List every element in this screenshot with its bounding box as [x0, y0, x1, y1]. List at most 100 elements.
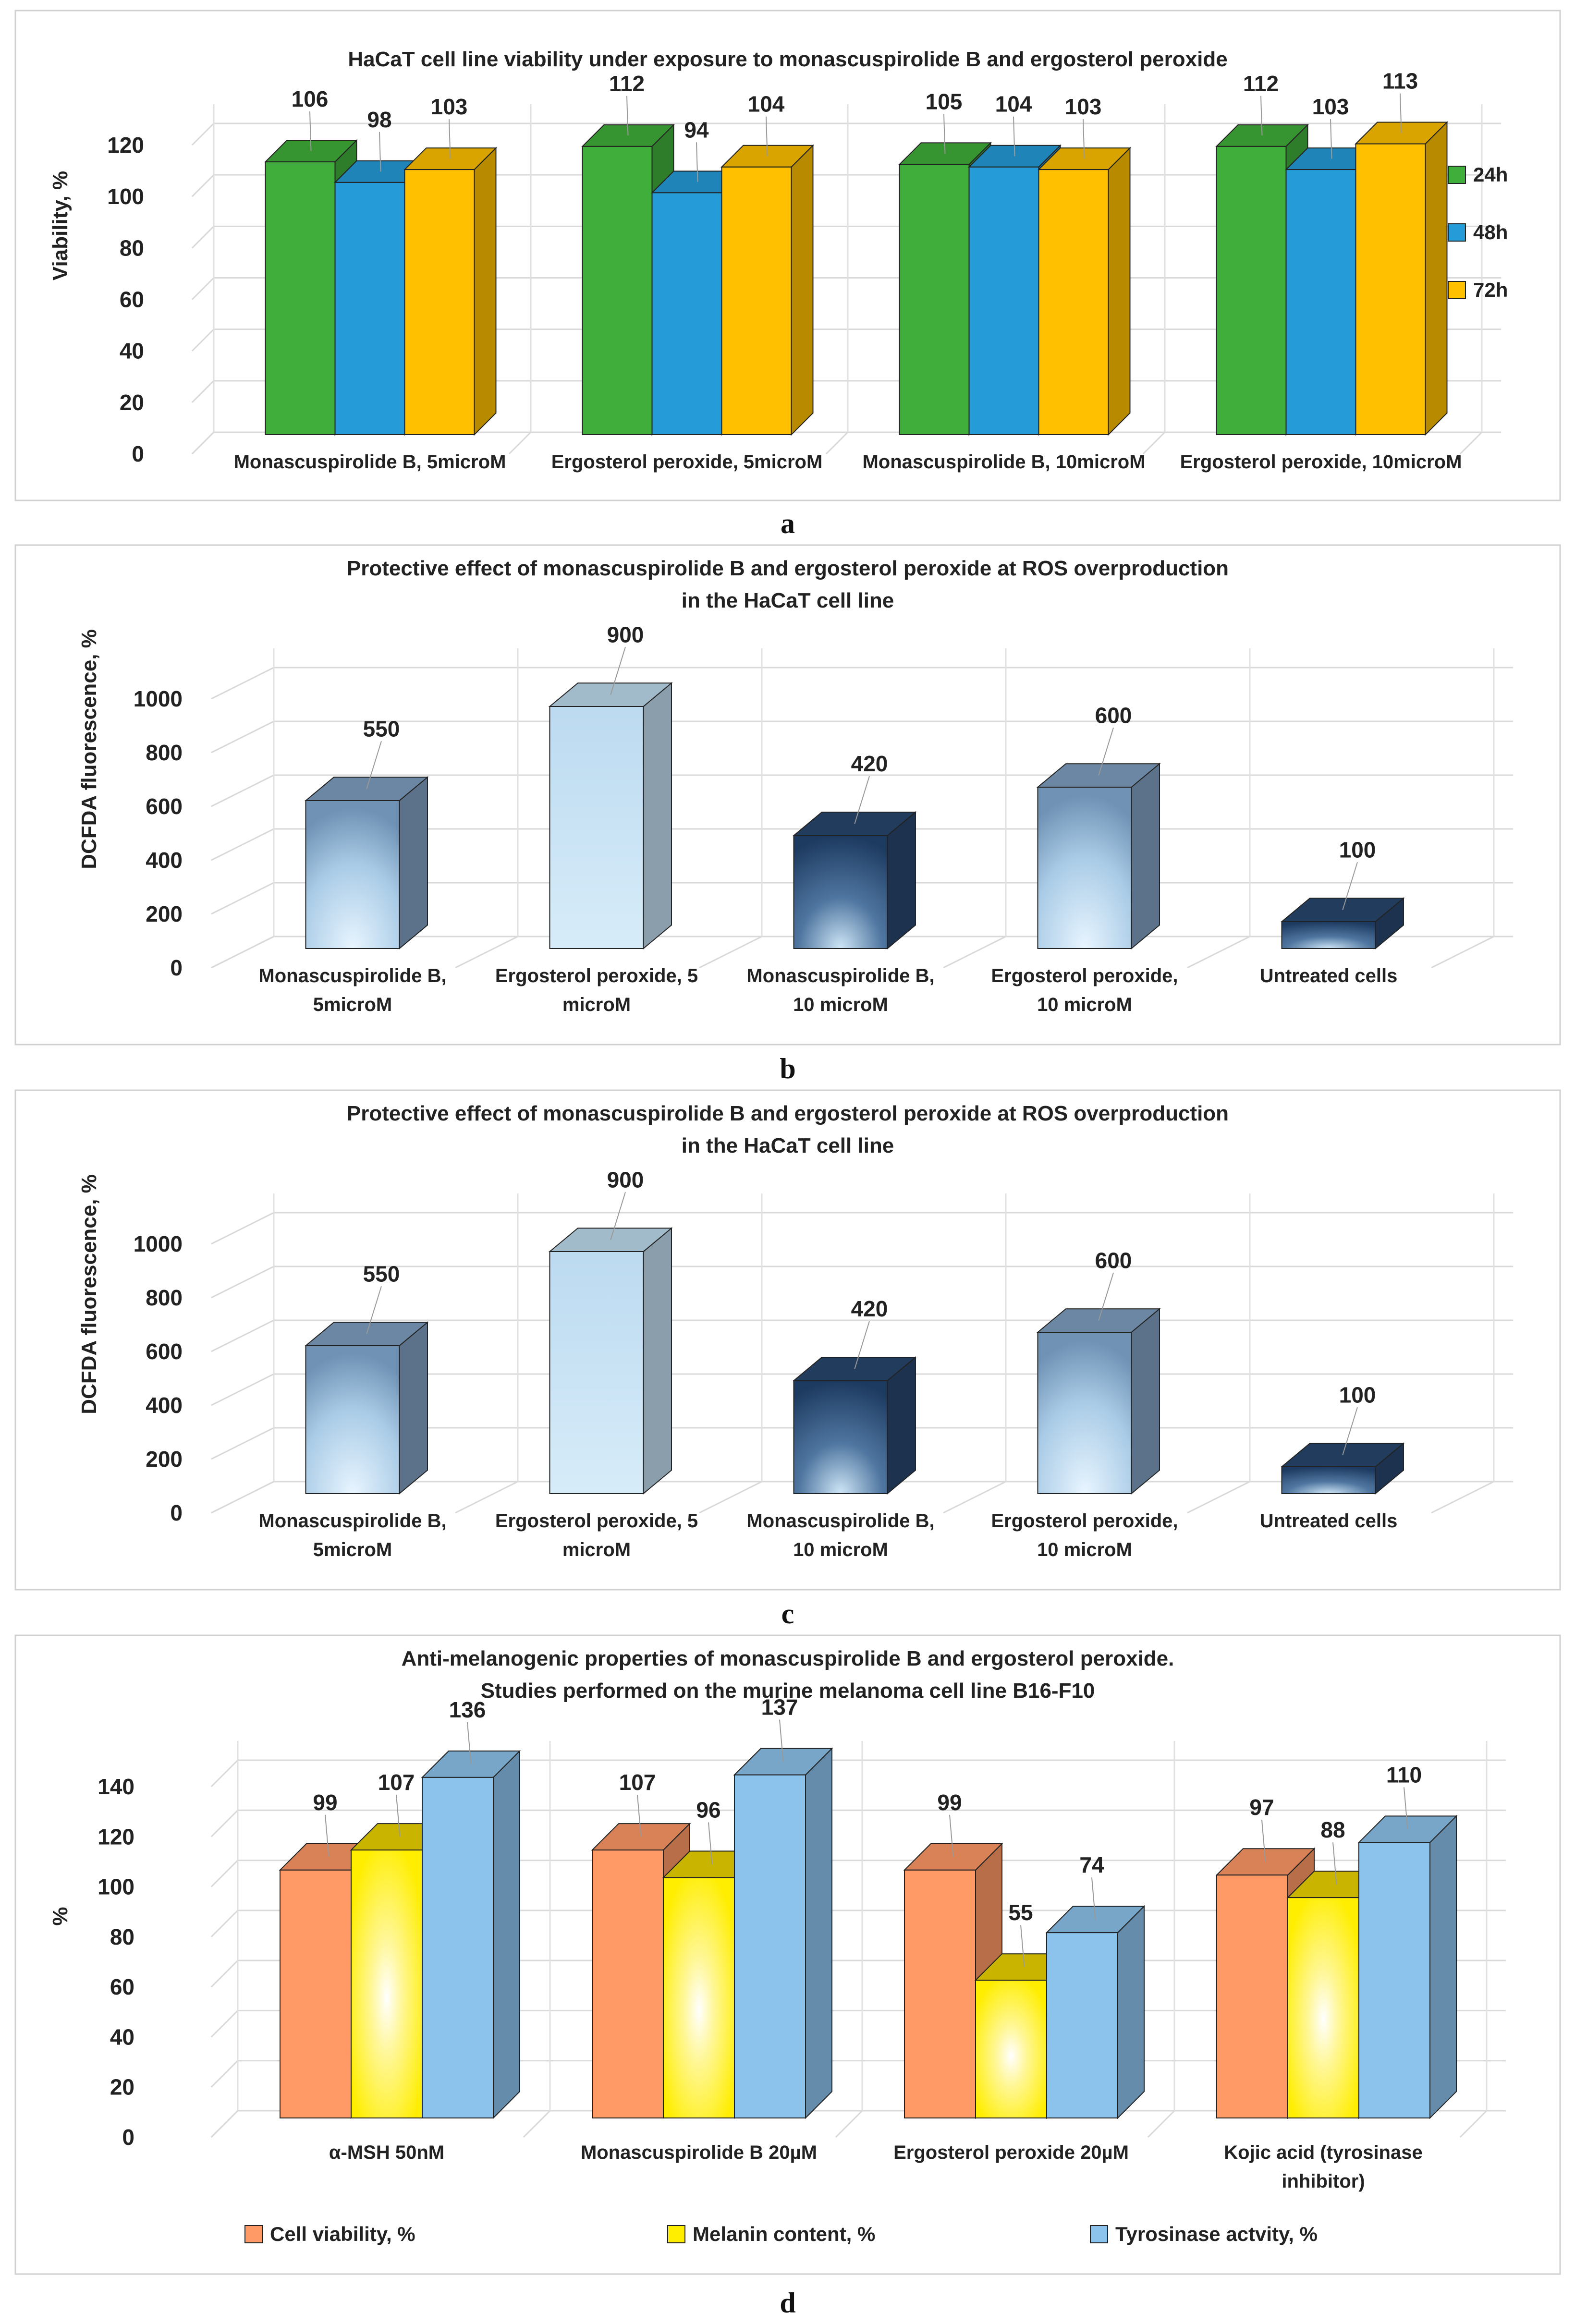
panel-a-y-tick: 0	[132, 441, 144, 466]
panel-d-bar-side	[493, 1750, 520, 2119]
panel-b-data-labels: 550 900 420 600 100	[363, 622, 1376, 910]
panel-d-bar	[421, 1750, 521, 2119]
panel-d-data-labels: 99 107 136 107 96 137 99 55 74 97 88 110	[313, 1695, 1422, 1967]
panel-d-y-tick: 80	[110, 1924, 134, 1949]
panel-c-title: Protective effect of monascuspirolide B …	[347, 1102, 1229, 1125]
panel-a-bar-side	[474, 146, 497, 436]
panel-d-data-label: 74	[1079, 1852, 1104, 1877]
panel-c-data-label: 900	[607, 1167, 644, 1192]
panel-b-bar	[1036, 763, 1161, 950]
panel-d-y-tick: 20	[110, 2075, 134, 2100]
panel-a-data-label: 103	[1312, 94, 1349, 119]
panel-c-bar	[1036, 1308, 1161, 1495]
panel-c-category-label: 10 microM	[1037, 1539, 1132, 1560]
panel-d-bar-side	[805, 1747, 832, 2119]
panel-a-bar-side	[1108, 146, 1131, 436]
panel-c-frame	[14, 1089, 1561, 1591]
panel-c-leader	[1098, 1272, 1114, 1321]
panel-c-bar-side	[643, 1227, 672, 1495]
panel-d-y-ticks: 0 20 40 60 80 100 120 140	[98, 1774, 134, 2150]
panel-a-bar-side	[1425, 121, 1448, 436]
panel-b-data-label: 550	[363, 716, 400, 741]
panel-c-data-labels: 550 900 420 600 100	[363, 1167, 1376, 1455]
panel-c-y-tick: 200	[146, 1447, 183, 1472]
panel-a-bar-front	[1355, 143, 1426, 435]
panel-c-category-label: Untreated cells	[1260, 1510, 1398, 1532]
panel-b-leader	[854, 776, 870, 824]
panel-b-category-label: Untreated cells	[1260, 965, 1398, 986]
panel-d-y-tick: 120	[98, 1824, 134, 1849]
panel-a-y-tick: 20	[120, 390, 144, 415]
panel-a-legend-item: 24h	[1448, 163, 1508, 186]
panel-a-bar-front	[404, 169, 475, 435]
panel-b-data-label: 900	[607, 622, 644, 647]
panel-b-category-label: 10 microM	[1037, 994, 1132, 1015]
panel-c-category-label: Monascuspirolide B,	[746, 1510, 934, 1532]
panel-b-leader	[1342, 862, 1358, 910]
panel-c-leader	[366, 1286, 382, 1334]
panel-c-data-label: 550	[363, 1261, 400, 1286]
panel-b-y-tick: 600	[146, 794, 183, 819]
panel-a-label: a	[781, 508, 795, 539]
panel-d-category-label: α-MSH 50nM	[329, 2142, 444, 2163]
panel-a-category-label: Monascuspirolide B, 5microM	[234, 451, 506, 473]
panel-b-y-axis-label: DCFDA fluorescence, %	[77, 629, 101, 869]
panel-b-bars	[304, 682, 1405, 950]
panel-d-bar-side	[1117, 1905, 1145, 2119]
panel-b-leader	[1098, 727, 1114, 776]
panel-c-category-labels: Monascuspirolide B, 5microM Ergosterol per…	[258, 1510, 1397, 1560]
panel-b-bar-side	[1131, 763, 1160, 950]
panel-a-y-tick: 100	[107, 184, 144, 209]
panel-d-category-label: inhibitor)	[1282, 2171, 1365, 2192]
panel-c-bars	[304, 1227, 1405, 1495]
panel-a-bar-front	[1285, 169, 1356, 435]
panel-d-bar-front	[1358, 1842, 1430, 2118]
panel-d-legend-item: Tyrosinase actvity, %	[1090, 2223, 1318, 2245]
panel-c-data-label: 100	[1339, 1382, 1376, 1407]
panel-c-bar-front	[1281, 1466, 1376, 1494]
panel-d-leader	[1091, 1877, 1096, 1920]
panel-b-category-label: 5microM	[313, 994, 392, 1015]
panel-d-data-label: 107	[619, 1770, 656, 1795]
panel-b-y-ticks: 0 200 400 600 800 1000	[134, 686, 183, 980]
panel-c-bar	[304, 1321, 429, 1495]
panel-d-bar-front	[280, 1869, 352, 2118]
panel-c-data-label: 600	[1095, 1248, 1132, 1273]
panel-a-leader	[1330, 119, 1332, 159]
panel-d-data-label: 99	[313, 1790, 337, 1815]
panel-c-bar-front	[549, 1251, 644, 1494]
panel-b-category-label: Monascuspirolide B,	[258, 965, 446, 986]
panel-a-bar-front	[1038, 169, 1109, 435]
panel-d-bar-front	[1287, 1897, 1359, 2118]
panel-b-bar-side	[643, 682, 672, 950]
panel-d-melanogenic-chart: Anti-melanogenic properties of monascusp…	[14, 1634, 1561, 2319]
panel-d-legend-swatch	[667, 2225, 685, 2243]
panel-a-y-axis-label: Viability, %	[49, 171, 72, 280]
panel-d-bar	[1357, 1815, 1458, 2119]
panel-d-leader	[637, 1794, 642, 1837]
panel-d-leader	[467, 1722, 472, 1764]
panel-a-leader	[1260, 96, 1263, 136]
panel-a-legend-swatch	[1448, 166, 1466, 184]
panel-a-data-label: 103	[431, 94, 468, 119]
panel-d-leader	[1332, 1842, 1337, 1885]
panel-c-category-label: Monascuspirolide B,	[258, 1510, 446, 1532]
panel-b-bar-front	[549, 706, 644, 949]
panel-b-label: b	[780, 1053, 795, 1084]
panel-d-bar-front	[422, 1776, 494, 2119]
panel-d-data-label: 136	[449, 1697, 486, 1722]
panel-b-category-labels: Monascuspirolide B, 5microM Ergosterol per…	[258, 965, 1397, 1015]
panel-a-legend-swatch	[1448, 223, 1466, 242]
panel-d-bar-side	[1429, 1815, 1457, 2119]
panel-a-legend-label: 24h	[1473, 163, 1508, 186]
panel-d-y-tick: 0	[122, 2125, 134, 2150]
panel-c-dcfda-chart: Protective effect of monascuspirolide B …	[14, 1089, 1561, 1630]
panel-d-y-tick: 60	[110, 1974, 134, 1999]
panel-a-bar-side	[791, 144, 814, 436]
panel-c-category-label: Ergosterol peroxide, 5	[495, 1510, 698, 1532]
panel-a-legend-item: 48h	[1448, 221, 1508, 243]
panel-d-leader	[325, 1814, 330, 1857]
panel-a-data-label: 112	[1243, 71, 1279, 96]
panel-b-category-label: Ergosterol peroxide, 5	[495, 965, 698, 986]
